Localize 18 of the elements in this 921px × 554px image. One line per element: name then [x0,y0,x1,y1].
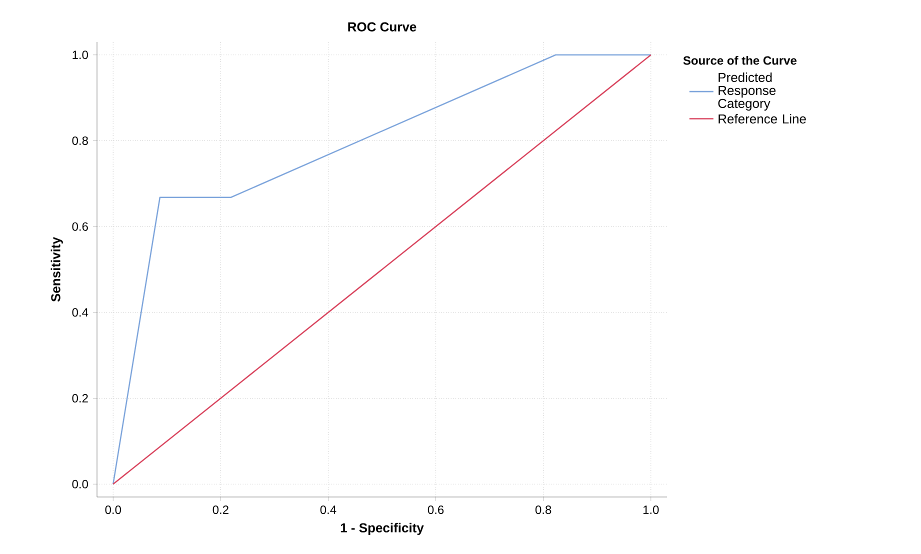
x-tick-label: 0.8 [535,506,552,514]
x-tick-label: 0.0 [105,506,121,514]
chart-title: ROC Curve [348,22,416,32]
x-tick-label: 0.2 [212,506,228,514]
legend-label: Predicted Response Category [718,72,776,111]
y-axis-title: Sensitivity [50,237,63,302]
x-tick-label: 0.4 [320,506,336,514]
x-axis-title: 1 - Specificity [340,522,424,536]
x-tick-label: 1.0 [643,506,659,514]
legend-label: Reference Line [718,114,806,124]
y-tick-label: 0.6 [72,222,88,231]
y-tick-label: 0.4 [72,308,88,317]
y-tick-label: 0.0 [72,480,88,488]
y-tick-label: 1.0 [72,50,88,60]
y-tick-label: 0.8 [72,136,88,145]
y-tick-label: 0.2 [72,394,88,403]
x-tick-label: 0.6 [428,506,444,514]
legend-title: Source of the Curve [683,56,797,65]
